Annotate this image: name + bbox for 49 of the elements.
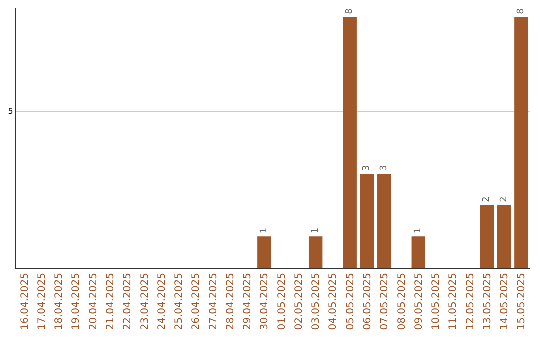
x-tick-label: 05.05.2025 [345,273,356,330]
x-tick-label: 14.05.2025 [500,273,511,330]
x-tick-label: 28.04.2025 [225,273,236,330]
x-tick-label: 03.05.2025 [311,273,322,330]
data-label: 3 [379,165,390,172]
bar [360,174,374,268]
x-tick-label: 23.04.2025 [140,273,151,330]
x-tick-label: 27.04.2025 [208,273,220,330]
x-tick-label: 10.05.2025 [431,273,442,330]
x-tick-label: 01.05.2025 [276,273,288,330]
x-tick-label: 16.04.2025 [20,273,31,330]
x-tick-label: 13.05.2025 [482,273,494,330]
bar [480,205,494,268]
y-tick-label: 5 [8,107,14,116]
bar [308,236,323,268]
x-tick-label: 22.04.2025 [122,273,134,330]
data-label: 8 [345,8,356,14]
data-label: 2 [482,196,492,202]
x-tick-label: 18.04.2025 [54,273,66,330]
x-tick-label: 09.05.2025 [414,273,425,330]
data-label: 3 [362,165,372,172]
x-tick-label: 04.05.2025 [328,273,340,330]
x-tick-label: 12.05.2025 [465,273,476,330]
x-tick-label: 17.04.2025 [36,273,48,330]
x-tick-label: 21.04.2025 [105,273,116,330]
bar [258,236,272,268]
bar [412,236,426,268]
x-tick-label: 19.04.2025 [71,273,82,330]
data-label: 1 [414,228,424,234]
x-tick-label: 06.05.2025 [362,273,374,330]
data-label: 1 [259,228,270,234]
data-label: 2 [499,196,510,202]
x-tick-label: 30.04.2025 [260,273,271,330]
x-tick-label: 07.05.2025 [380,273,391,330]
x-tick-label: 08.05.2025 [396,273,408,330]
x-tick-label: 24.04.2025 [156,273,168,330]
x-tick-label: 20.04.2025 [88,273,100,330]
x-tick-label: 15.05.2025 [516,273,528,330]
bar [514,17,528,268]
x-tick-label: 11.05.2025 [448,273,460,330]
data-label: 1 [310,228,321,234]
bar [497,205,512,268]
bar [378,174,392,268]
x-tick-label: 02.05.2025 [294,273,305,330]
x-tick-label: 25.04.2025 [174,273,186,330]
x-tick-label: 26.04.2025 [191,273,202,330]
bar [343,17,357,268]
data-label: 8 [516,8,526,14]
x-tick-label: 29.04.2025 [242,273,254,330]
